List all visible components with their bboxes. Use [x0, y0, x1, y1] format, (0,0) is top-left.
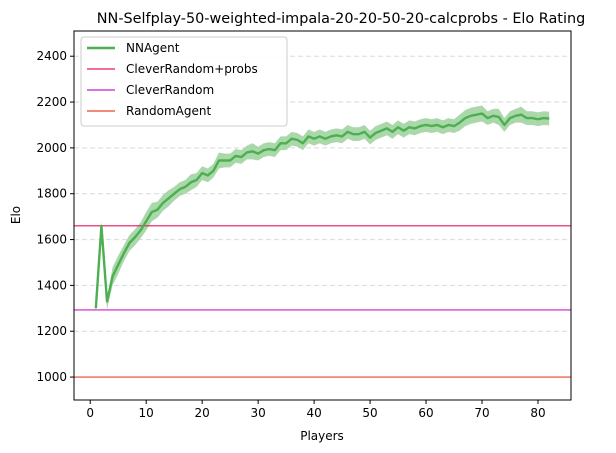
x-tick-label: 50 — [362, 406, 377, 420]
x-axis-ticks: 0 10 20 30 40 50 60 70 80 — [86, 400, 546, 420]
y-tick-label: 2400 — [36, 49, 67, 63]
y-axis-ticks: 1000 1200 1400 1600 1800 2000 2200 2400 — [36, 49, 74, 384]
legend-label: CleverRandom+probs — [126, 62, 258, 76]
legend-label: RandomAgent — [126, 104, 211, 118]
legend-box — [80, 36, 288, 127]
x-tick-label: 0 — [86, 406, 94, 420]
x-tick-label: 70 — [474, 406, 489, 420]
y-tick-label: 1600 — [36, 233, 67, 247]
x-tick-label: 10 — [139, 406, 154, 420]
x-tick-label: 20 — [195, 406, 210, 420]
y-tick-label: 1200 — [36, 324, 67, 338]
legend: NNAgent CleverRandom+probs CleverRandom Ran… — [80, 36, 288, 127]
y-tick-label: 2000 — [36, 141, 67, 155]
nnagent-line — [94, 112, 550, 309]
nnagent-band — [95, 105, 550, 312]
x-tick-label: 80 — [530, 406, 545, 420]
y-tick-label: 1800 — [36, 187, 67, 201]
confidence-band — [95, 105, 550, 312]
legend-label: CleverRandom — [126, 83, 214, 97]
plot-frame — [73, 30, 572, 401]
series-lines — [94, 112, 550, 309]
legend-label: NNAgent — [126, 41, 180, 55]
x-tick-label: 40 — [306, 406, 321, 420]
y-axis-label: Elo — [9, 206, 23, 224]
chart-title: NN-Selfplay-50-weighted-impala-20-20-50-… — [97, 11, 585, 27]
reference-lines — [74, 225, 571, 378]
x-tick-label: 30 — [250, 406, 265, 420]
y-tick-label: 2200 — [36, 95, 67, 109]
x-tick-label: 60 — [418, 406, 433, 420]
x-axis-label: Players — [300, 429, 344, 443]
y-tick-label: 1000 — [36, 370, 67, 384]
y-tick-label: 1400 — [36, 278, 67, 292]
